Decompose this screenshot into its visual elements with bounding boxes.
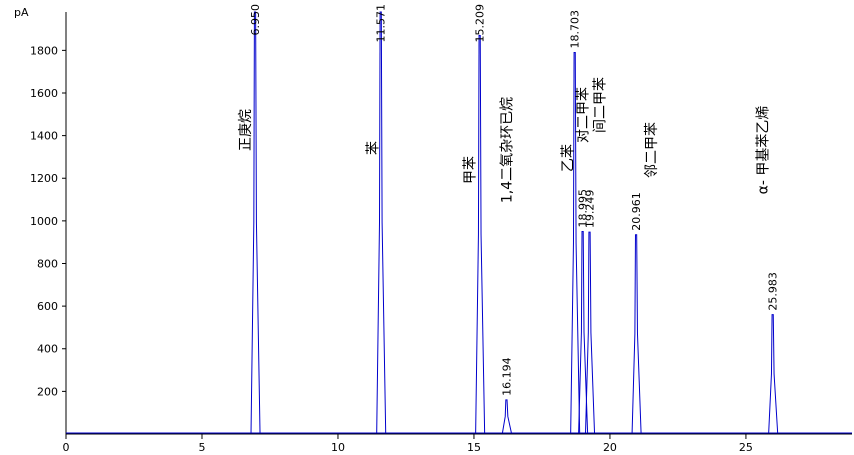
y-tick-label: 1400 — [30, 130, 58, 143]
compound-name: 间二甲苯 — [592, 77, 609, 133]
y-tick-label: 1800 — [30, 44, 58, 57]
retention-label: 6.950 — [249, 4, 262, 36]
retention-label: 16.194 — [500, 357, 513, 396]
peak — [501, 399, 512, 434]
retention-label: 18.703 — [569, 10, 582, 49]
retention-label: 19.249 — [584, 190, 597, 229]
peak — [585, 231, 596, 434]
compound-name: 邻二甲苯 — [643, 122, 660, 178]
peak — [631, 234, 642, 434]
retention-label: 11.571 — [375, 4, 388, 43]
compound-name: α- 甲基苯乙烯 — [755, 106, 772, 195]
peak — [578, 231, 589, 434]
y-tick-label: 1000 — [30, 215, 58, 228]
compound-name: 苯 — [365, 141, 382, 155]
peak — [250, 11, 261, 434]
peak — [768, 314, 779, 434]
y-tick-label: 800 — [37, 257, 58, 270]
compound-name: 甲苯 — [462, 156, 479, 184]
y-tick-label: 1200 — [30, 172, 58, 185]
compound-name: 正庚烷 — [238, 109, 254, 151]
peak — [570, 51, 581, 434]
x-tick-label: 0 — [63, 441, 70, 454]
y-unit: pA — [14, 6, 29, 19]
retention-label: 25.983 — [767, 272, 780, 311]
x-tick-label: 15 — [467, 441, 481, 454]
retention-label: 20.961 — [630, 192, 643, 231]
y-tick-label: 600 — [37, 300, 58, 313]
x-tick-label: 10 — [331, 441, 345, 454]
compound-name: 乙苯 — [560, 144, 577, 172]
y-tick-label: 1600 — [30, 87, 58, 100]
retention-label: 15.209 — [474, 4, 487, 43]
x-tick-label: 5 — [198, 441, 205, 454]
retention-label: 18.995 — [577, 189, 590, 228]
compound-name: 1,4二氧杂环已烷 — [499, 97, 515, 203]
x-tick-label: 20 — [603, 441, 617, 454]
y-tick-label: 400 — [37, 343, 58, 356]
x-tick-label: 25 — [739, 441, 753, 454]
y-tick-label: 200 — [37, 385, 58, 398]
peak — [376, 11, 387, 434]
peak — [475, 34, 486, 434]
compound-name: 对二甲苯 — [575, 87, 592, 143]
